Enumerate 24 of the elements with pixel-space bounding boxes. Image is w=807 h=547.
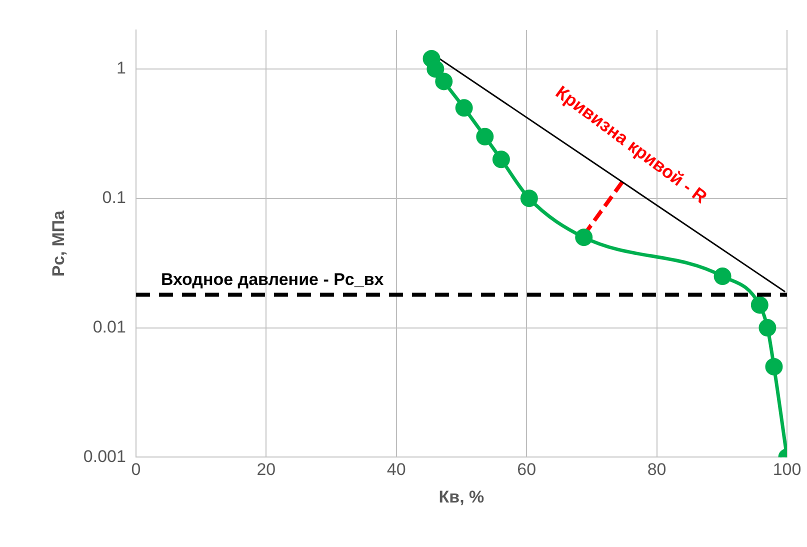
point [426, 60, 444, 78]
ref-line-label: Входное давление - Pc_вх [160, 270, 384, 289]
y-axis-title: Рс, МПа [48, 210, 68, 277]
x-tick-label: 60 [517, 460, 536, 480]
y-tick-label: 0.01 [92, 317, 126, 336]
x-tick-label: 100 [772, 460, 802, 480]
x-tick-label: 0 [131, 460, 141, 480]
point [435, 72, 453, 90]
x-tick-label: 20 [256, 460, 276, 480]
y-tick-label: 0.1 [102, 188, 126, 208]
point [520, 190, 538, 208]
point [758, 319, 776, 337]
point [750, 296, 768, 314]
x-tick-label: 80 [647, 460, 666, 480]
point [714, 268, 732, 286]
x-tick-label: 40 [386, 460, 406, 480]
y-tick-label: 1 [116, 58, 126, 78]
point [476, 128, 494, 146]
y-tick-label: 0.001 [83, 446, 126, 466]
point [492, 150, 510, 168]
point [455, 99, 473, 117]
x-axis-title: Кв, % [438, 487, 484, 506]
point [765, 358, 783, 376]
point [575, 228, 593, 246]
